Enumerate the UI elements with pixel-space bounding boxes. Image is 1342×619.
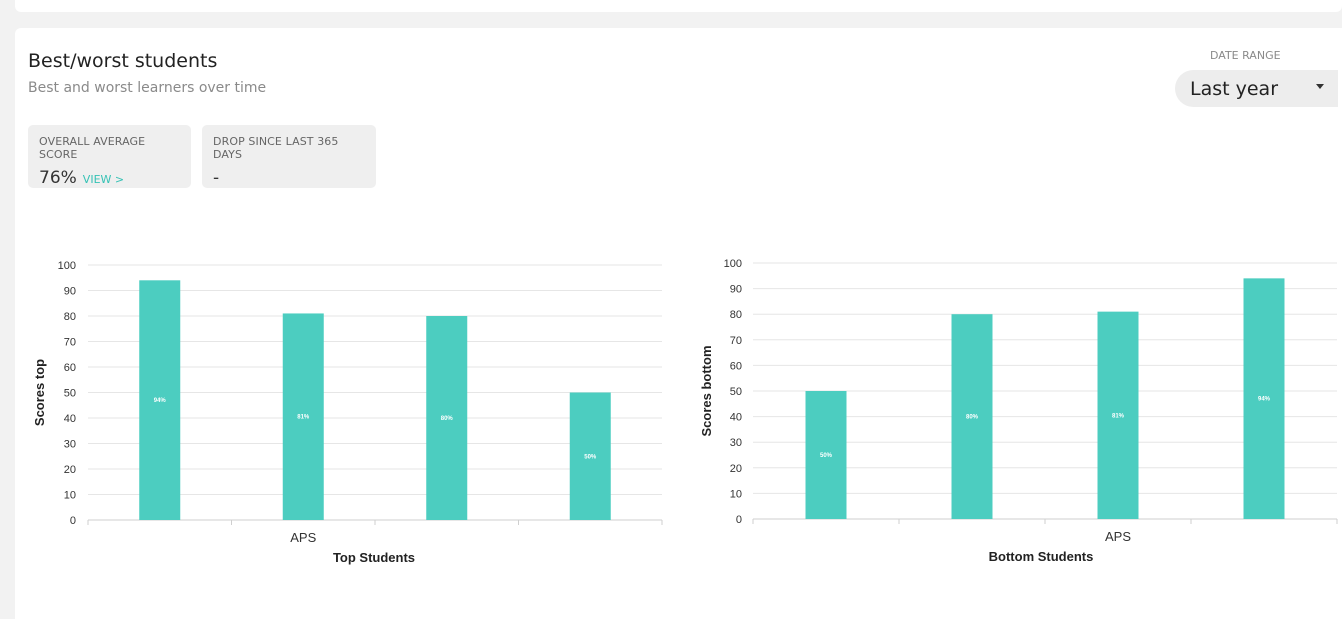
- y-tick-label: 80: [730, 309, 742, 321]
- y-tick-label: 60: [730, 360, 742, 372]
- date-range-label: DATE RANGE: [1210, 49, 1281, 62]
- bar-value-label: 80%: [966, 415, 979, 421]
- bottom-students-chart: 0 10 20 30 40 50 60 70 80 90 100 50% 80% 81% APS 94% Bot…: [699, 258, 1338, 564]
- y-tick-label: 90: [730, 284, 742, 296]
- average-score-value: 76%: [39, 168, 77, 188]
- bar[interactable]: [139, 280, 181, 520]
- bar-value-label: 50%: [584, 454, 597, 460]
- bar[interactable]: [1243, 278, 1285, 519]
- date-range-select[interactable]: Last year: [1175, 70, 1338, 107]
- drop-label: DROP SINCE LAST 365 DAYS: [213, 135, 339, 161]
- top-students-chart: 0 10 20 30 40 50 60 70 80 90 100 94% 81% APS 80% 50% Top…: [32, 260, 663, 565]
- y-axis-title: Scores top: [32, 359, 47, 426]
- y-tick-label: 20: [64, 464, 76, 476]
- bar[interactable]: [805, 391, 847, 519]
- drop-tile: DROP SINCE LAST 365 DAYS -: [202, 125, 376, 188]
- previous-card-edge: [15, 0, 1342, 12]
- bar-value-label: 94%: [154, 398, 167, 404]
- x-category-label: APS: [290, 530, 316, 545]
- bar-value-label: 94%: [1258, 397, 1271, 403]
- bar[interactable]: [282, 313, 324, 520]
- y-tick-label: 50: [730, 386, 742, 398]
- y-tick-label: 0: [70, 515, 76, 527]
- bar[interactable]: [426, 316, 468, 520]
- y-tick-label: 30: [730, 437, 742, 449]
- bar[interactable]: [1097, 311, 1139, 519]
- caret-down-icon: [1316, 84, 1324, 89]
- view-link[interactable]: VIEW >: [82, 173, 125, 186]
- y-tick-label: 80: [64, 311, 76, 323]
- bar-value-label: 80%: [441, 416, 454, 422]
- y-tick-label: 10: [730, 488, 742, 500]
- y-tick-label: 10: [64, 490, 76, 502]
- drop-value: -: [213, 168, 220, 188]
- bar[interactable]: [569, 392, 611, 521]
- x-axis-title: Top Students: [333, 550, 415, 565]
- y-tick-label: 50: [64, 388, 76, 400]
- y-tick-label: 0: [736, 514, 742, 526]
- x-category-label: APS: [1105, 529, 1131, 544]
- y-axis-title: Scores bottom: [699, 345, 714, 436]
- y-tick-label: 70: [730, 335, 742, 347]
- bar-value-label: 50%: [820, 453, 833, 459]
- average-score-tile: OVERALL AVERAGE SCORE 76% VIEW >: [28, 125, 191, 188]
- y-tick-label: 60: [64, 362, 76, 374]
- bar-value-label: 81%: [1112, 413, 1125, 419]
- y-tick-label: 90: [64, 286, 76, 298]
- y-tick-label: 100: [724, 258, 742, 270]
- card-title: Best/worst students: [28, 50, 218, 72]
- x-axis-title: Bottom Students: [989, 549, 1094, 564]
- y-tick-label: 40: [730, 412, 742, 424]
- y-tick-label: 100: [58, 260, 76, 272]
- bar[interactable]: [951, 314, 993, 519]
- y-tick-label: 70: [64, 337, 76, 349]
- y-tick-label: 30: [64, 439, 76, 451]
- y-tick-label: 40: [64, 413, 76, 425]
- date-range-value: Last year: [1190, 77, 1279, 100]
- average-score-label: OVERALL AVERAGE SCORE: [39, 135, 146, 161]
- bar-value-label: 81%: [297, 415, 310, 421]
- y-tick-label: 20: [730, 463, 742, 475]
- card-subtitle: Best and worst learners over time: [28, 80, 267, 96]
